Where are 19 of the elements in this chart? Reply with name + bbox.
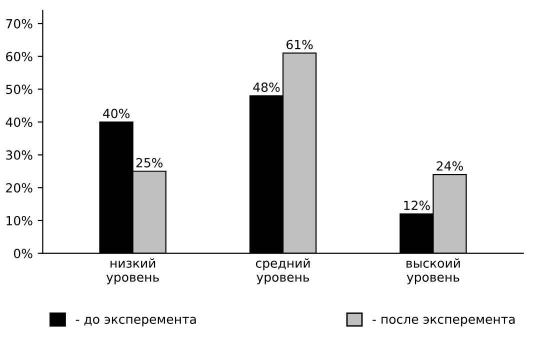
y-tick-label: 40%	[6, 117, 32, 127]
data-label: 61%	[286, 40, 313, 50]
legend-label: - после эксперемента	[372, 316, 515, 326]
data-label: 40%	[103, 108, 130, 118]
data-label: 12%	[404, 200, 430, 210]
legend-label: - до эксперемента	[76, 316, 196, 326]
data-label: 48%	[253, 82, 280, 92]
data-label: 24%	[436, 161, 463, 171]
y-tick-label: 60%	[6, 52, 32, 62]
y-tick-label: 20%	[6, 183, 32, 193]
data-label: 25%	[136, 158, 163, 168]
y-tick-label: 10%	[6, 216, 32, 226]
y-tick-label: 0%	[14, 248, 32, 258]
x-tick-label: средний уровень	[256, 258, 310, 284]
x-tick-label: низкий уровень	[106, 258, 159, 284]
y-tick-label: 70%	[6, 19, 32, 28]
y-tick-label: 30%	[6, 150, 32, 160]
y-tick-label: 50%	[6, 84, 32, 94]
x-tick-label: выскоий уровень	[406, 258, 460, 284]
